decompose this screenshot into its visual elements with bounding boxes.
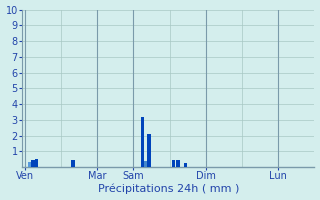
Bar bbox=[28, 162, 31, 167]
Bar bbox=[31, 160, 35, 167]
Bar bbox=[35, 159, 38, 167]
Bar bbox=[71, 160, 75, 167]
Bar bbox=[141, 117, 144, 167]
X-axis label: Précipitations 24h ( mm ): Précipitations 24h ( mm ) bbox=[98, 184, 239, 194]
Bar bbox=[176, 160, 180, 167]
Bar bbox=[184, 163, 187, 167]
Bar bbox=[144, 161, 147, 167]
Bar bbox=[172, 160, 175, 167]
Bar bbox=[147, 134, 151, 167]
